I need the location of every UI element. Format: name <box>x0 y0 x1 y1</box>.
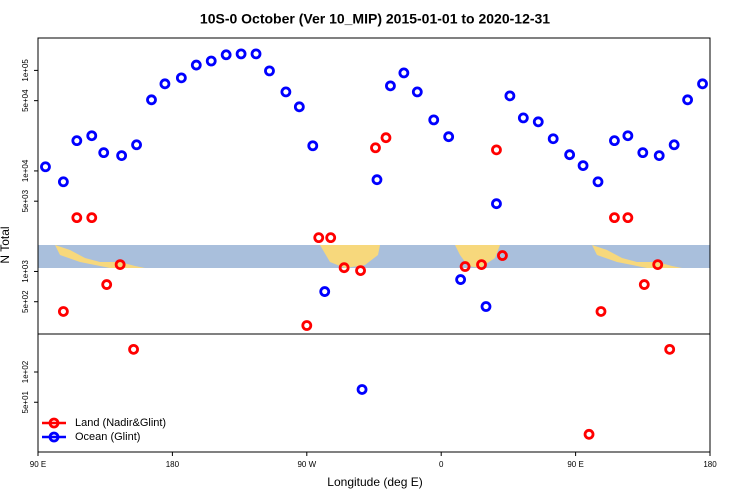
point <box>517 112 529 124</box>
point <box>57 306 69 317</box>
point <box>86 130 98 142</box>
point <box>622 130 634 142</box>
point <box>609 135 620 147</box>
point <box>609 212 620 224</box>
point <box>205 55 217 67</box>
point <box>583 428 595 440</box>
point <box>325 232 337 244</box>
point <box>577 160 589 171</box>
y-tick-label: 5e+03 <box>21 189 30 212</box>
point <box>682 94 693 106</box>
point <box>220 49 232 61</box>
point <box>114 259 126 271</box>
y-tick-label: 1e+05 <box>21 59 30 82</box>
y-tick-label: 5e+02 <box>21 290 30 313</box>
point <box>638 279 650 290</box>
point <box>370 142 381 154</box>
point <box>564 149 576 161</box>
point <box>380 132 392 144</box>
point <box>622 212 634 224</box>
y-tick-label: 1e+03 <box>21 260 30 283</box>
point <box>491 144 502 156</box>
point <box>57 176 69 188</box>
point <box>319 286 331 297</box>
point <box>146 94 157 106</box>
point <box>250 48 262 60</box>
x-tick-label: 0 <box>439 460 444 469</box>
point <box>355 265 366 276</box>
point <box>280 86 292 98</box>
x-tick-label: 90 E <box>567 460 583 469</box>
point <box>356 384 368 395</box>
point <box>307 140 319 152</box>
point <box>504 90 516 102</box>
y-tick-label: 1e+04 <box>21 159 30 182</box>
chart-title: 10S-0 October (Ver 10_MIP) 2015-01-01 to… <box>200 11 550 27</box>
point <box>235 48 247 60</box>
point <box>443 131 455 143</box>
point <box>128 343 139 355</box>
point <box>398 67 410 79</box>
point <box>668 139 680 151</box>
point <box>532 116 544 128</box>
x-tick-label: 90 E <box>30 460 46 469</box>
x-tick-label: 90 W <box>297 460 316 469</box>
point <box>411 86 423 98</box>
point <box>371 174 383 186</box>
point <box>159 78 171 90</box>
point <box>86 212 98 224</box>
point <box>313 232 325 244</box>
legend-label: Land (Nadir&Glint) <box>75 417 166 429</box>
point <box>264 65 275 77</box>
point <box>652 259 664 271</box>
point <box>190 59 202 71</box>
point <box>71 212 83 224</box>
point <box>455 274 467 285</box>
y-tick-label: 5e+01 <box>21 390 30 413</box>
point <box>476 259 487 271</box>
plot-frame <box>37 37 711 453</box>
y-axis-label: N Total <box>0 226 12 263</box>
legend-label: Ocean (Glint) <box>75 431 140 443</box>
point <box>653 150 665 162</box>
point <box>595 306 607 317</box>
point <box>497 250 508 261</box>
point <box>131 139 142 151</box>
point <box>98 147 110 159</box>
point <box>301 320 313 331</box>
point <box>697 78 708 90</box>
point <box>116 150 128 162</box>
point <box>40 161 51 173</box>
y-tick-label: 1e+02 <box>21 360 30 383</box>
point <box>175 72 187 84</box>
point <box>385 80 396 92</box>
point <box>101 279 113 290</box>
point <box>338 262 350 274</box>
point <box>293 101 305 113</box>
point <box>637 147 649 159</box>
legend-marker <box>48 417 60 429</box>
point <box>459 261 471 272</box>
x-axis-label: Longitude (deg E) <box>327 475 422 489</box>
legend-marker <box>48 431 60 443</box>
point <box>428 114 440 126</box>
point <box>664 343 676 355</box>
point <box>547 133 559 145</box>
x-tick-label: 180 <box>703 460 717 469</box>
y-tick-label: 5e+04 <box>21 89 30 112</box>
point <box>491 198 502 210</box>
point <box>480 301 492 312</box>
point <box>592 176 604 188</box>
point <box>71 135 83 147</box>
x-tick-label: 180 <box>166 460 180 469</box>
